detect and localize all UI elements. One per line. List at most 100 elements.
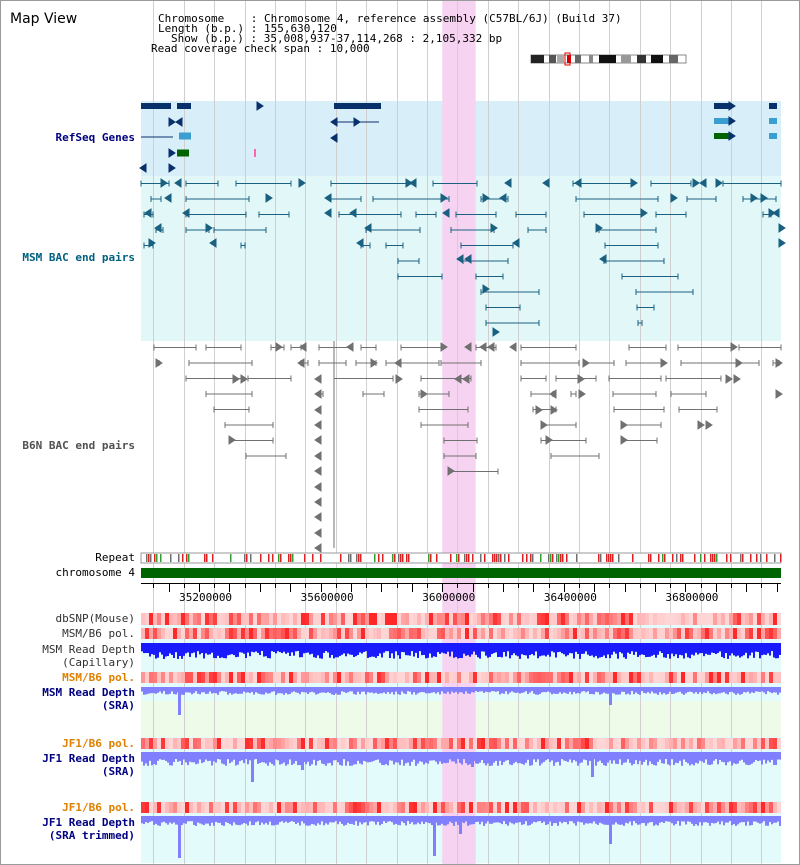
polymorphism-cell [741,628,745,639]
refseq-gene-arrow [330,117,338,127]
depth-bar [575,752,577,762]
polymorphism-cell [569,613,573,625]
depth-bar [643,816,645,824]
depth-bar [571,816,573,822]
refseq-gene-arrow [175,117,183,127]
polymorphism-cell [613,613,617,625]
repeat-mark [650,554,652,562]
depth-bar [339,816,341,822]
depth-bar [511,816,513,824]
polymorphism-cell [597,672,601,683]
depth-bar [199,752,201,760]
polymorphism-cell [497,613,501,625]
polymorphism-cell [425,628,429,639]
polymorphism-cell [141,628,145,639]
repeat-mark [458,554,460,562]
polymorphism-cell [157,628,161,639]
depth-bar [645,816,647,826]
track-label-b6n-bac[interactable]: B6N BAC end pairs [22,439,135,452]
repeat-mark [350,554,352,562]
track-label-refseq[interactable]: RefSeq Genes [55,131,135,144]
depth-bar [525,816,527,822]
depth-bar [269,643,271,659]
polymorphism-cell [293,613,297,625]
depth-bar [521,687,523,693]
polymorphism-cell [453,672,457,683]
repeat-mark [402,554,404,562]
repeat-mark [504,554,506,562]
depth-bar [651,752,653,764]
depth-bar [725,643,727,654]
polymorphism-cell [509,613,513,625]
polymorphism-cell [469,802,473,813]
polymorphism-cell [197,738,201,749]
polymorphism-cell [721,628,725,639]
polymorphism-cell [641,738,645,749]
depth-bar [763,643,765,655]
polymorphism-cell [277,672,281,683]
depth-bar [765,643,767,655]
polymorphism-cell [613,672,617,683]
polymorphism-cell [245,738,249,749]
depth-bar [647,687,649,693]
polymorphism-cell [561,802,565,813]
polymorphism-cell [537,613,541,625]
depth-bar [485,752,487,766]
polymorphism-cell [237,613,241,625]
polymorphism-cell [145,802,149,813]
depth-bar [367,687,369,693]
polymorphism-cell [397,738,401,749]
depth-bar [423,643,425,655]
depth-bar [555,643,557,658]
polymorphism-cell [697,672,701,683]
b6n-bac-arrow [297,358,305,368]
polymorphism-cell [477,802,481,813]
polymorphism-cell [329,672,333,683]
depth-bar [705,643,707,654]
depth-bar [727,643,729,659]
polymorphism-cell [305,672,309,683]
depth-bar [517,752,519,764]
polymorphism-cell [665,672,669,683]
polymorphism-cell [773,738,777,749]
polymorphism-cell [441,738,445,749]
repeat-mark [672,554,674,562]
depth-bar [483,643,485,652]
depth-bar [233,643,235,656]
depth-bar [409,643,411,656]
polymorphism-cell [221,613,225,625]
polymorphism-cell [529,672,533,683]
polymorphism-cell [297,672,301,683]
polymorphism-cell [373,738,377,749]
polymorphism-cell [505,802,509,813]
polymorphism-cell [749,738,753,749]
depth-bar [407,687,409,692]
depth-bar [625,643,627,659]
refseq-gene [179,132,191,140]
depth-bar [251,816,253,826]
polymorphism-cell [469,628,473,639]
depth-bar [751,816,753,825]
b6n-bac-arrow [395,374,403,384]
track-label-msm-bac[interactable]: MSM BAC end pairs [22,251,135,264]
depth-bar [557,643,559,653]
polymorphism-cell [533,672,537,683]
depth-bar [215,816,217,822]
depth-bar [289,752,291,760]
polymorphism-cell [293,802,297,813]
depth-bar [295,687,297,693]
depth-bar [551,816,553,826]
depth-bar [163,816,165,822]
depth-bar [373,643,375,657]
b6n-bac-arrow [314,405,322,415]
polymorphism-cell [505,628,509,639]
b6n-bac-arrow [735,358,743,368]
polymorphism-cell [777,628,781,639]
depth-bar [745,752,747,765]
depth-bar [227,752,229,760]
polymorphism-cell [229,672,233,683]
polymorphism-cell [285,672,289,683]
depth-bar [779,816,781,826]
polymorphism-cell [421,613,425,625]
